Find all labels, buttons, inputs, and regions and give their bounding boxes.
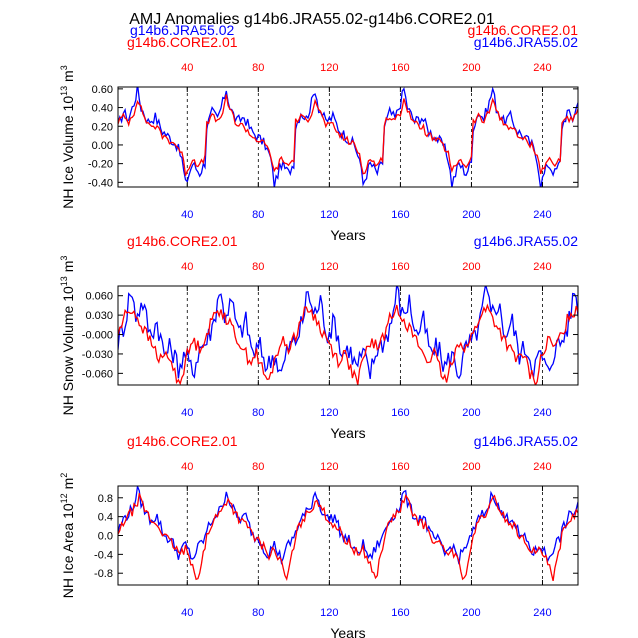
xtick-label-top: 120 bbox=[320, 461, 338, 473]
legend-label-jra-top-left: g14b6.JRA55.02 bbox=[130, 22, 235, 38]
xtick-label-top: 160 bbox=[391, 62, 409, 74]
panels-group: -0.40-0.200.000.200.400.6040408080120120… bbox=[59, 22, 579, 638]
series-line bbox=[118, 493, 578, 582]
y-label-unit: m bbox=[60, 70, 76, 86]
y-label-unit-exponent: 3 bbox=[59, 65, 69, 70]
y-label-unit: m bbox=[60, 261, 76, 277]
y-label-exponent: 13 bbox=[59, 86, 69, 96]
ytick-label: -0.030 bbox=[82, 349, 113, 361]
ytick-label: -0.20 bbox=[88, 159, 113, 171]
legend-label-core-left: g14b6.CORE2.01 bbox=[127, 34, 238, 50]
xtick-label-bottom: 240 bbox=[533, 209, 551, 221]
ytick-label: 0.20 bbox=[92, 121, 113, 133]
xtick-label-bottom: 240 bbox=[533, 607, 551, 619]
plot-frame bbox=[117, 285, 579, 386]
legend-label-jra-right: g14b6.JRA55.02 bbox=[474, 34, 579, 50]
xtick-label-top: 40 bbox=[181, 62, 193, 74]
xtick-label-bottom: 40 bbox=[181, 407, 193, 419]
y-axis-label: NH Ice Area 1012 m2 bbox=[59, 473, 76, 599]
series-line bbox=[118, 286, 578, 380]
xtick-label-top: 200 bbox=[462, 261, 480, 273]
legend-label-core-top-right: g14b6.CORE2.01 bbox=[467, 22, 578, 38]
y-label-main: NH Ice Area 10 bbox=[60, 503, 76, 598]
ytick-label: 0.030 bbox=[85, 310, 113, 322]
xtick-label-top: 40 bbox=[181, 461, 193, 473]
ytick-label: 0.60 bbox=[92, 84, 113, 96]
series-line bbox=[118, 303, 578, 385]
xtick-label-bottom: 80 bbox=[252, 607, 264, 619]
xtick-label-top: 160 bbox=[391, 461, 409, 473]
xtick-label-top: 120 bbox=[320, 261, 338, 273]
series-line bbox=[118, 486, 578, 565]
xtick-label-top: 160 bbox=[391, 261, 409, 273]
xtick-label-bottom: 40 bbox=[181, 209, 193, 221]
ytick-label: -0.000 bbox=[82, 330, 113, 342]
ytick-label: 0.060 bbox=[85, 291, 113, 303]
xtick-label-top: 240 bbox=[533, 461, 551, 473]
chart-panel: -0.060 -0.030 -0.000 0.030 0.060 40 40 80 80 120 1… bbox=[59, 233, 579, 441]
xtick-label-top: 40 bbox=[181, 261, 193, 273]
y-label-unit-exponent: 3 bbox=[59, 256, 69, 261]
figure-title: AMJ Anomalies g14b6.JRA55.02-g14b6.CORE2… bbox=[129, 11, 495, 28]
xtick-label-top: 80 bbox=[252, 461, 264, 473]
xtick-label-top: 200 bbox=[462, 461, 480, 473]
y-axis-label: NH Ice Volume 1013 m3 bbox=[59, 65, 76, 208]
x-axis-label: Years bbox=[330, 227, 365, 243]
xtick-label-top: 120 bbox=[320, 62, 338, 74]
y-label-unit-exponent: 2 bbox=[59, 473, 69, 478]
legend-label-core-left: g14b6.CORE2.01 bbox=[127, 433, 238, 449]
chart-panel: -0.40 -0.20 0.00 0.20 0.40 0.60 40 40 80 80 120 120… bbox=[59, 22, 579, 243]
xtick-label-top: 240 bbox=[533, 261, 551, 273]
xtick-label-bottom: 120 bbox=[320, 209, 338, 221]
xtick-label-bottom: 200 bbox=[462, 209, 480, 221]
ytick-label: -0.4 bbox=[94, 549, 113, 561]
xtick-label-bottom: 200 bbox=[462, 407, 480, 419]
xtick-label-top: 80 bbox=[252, 261, 264, 273]
ytick-label: 0.40 bbox=[92, 103, 113, 115]
x-axis-label: Years bbox=[330, 425, 365, 441]
y-label-exponent: 12 bbox=[59, 493, 69, 503]
y-label-unit: m bbox=[60, 478, 76, 494]
ytick-label: -0.060 bbox=[82, 368, 113, 380]
y-label-main: NH Ice Volume 10 bbox=[60, 96, 76, 209]
xtick-label-top: 80 bbox=[252, 62, 264, 74]
legend-label-jra-right: g14b6.JRA55.02 bbox=[474, 433, 579, 449]
x-axis-label: Years bbox=[330, 625, 365, 638]
xtick-label-bottom: 160 bbox=[391, 607, 409, 619]
y-label-main: NH Snow Volume 10 bbox=[60, 286, 76, 415]
ytick-label: -0.8 bbox=[94, 568, 113, 580]
xtick-label-top: 200 bbox=[462, 62, 480, 74]
xtick-label-bottom: 80 bbox=[252, 209, 264, 221]
ytick-label: 0.4 bbox=[98, 512, 113, 524]
ytick-label: 0.8 bbox=[98, 493, 113, 505]
xtick-label-bottom: 120 bbox=[320, 407, 338, 419]
xtick-label-bottom: 40 bbox=[181, 607, 193, 619]
plot-frame bbox=[117, 86, 579, 188]
xtick-label-top: 240 bbox=[533, 62, 551, 74]
xtick-label-bottom: 80 bbox=[252, 407, 264, 419]
xtick-label-bottom: 240 bbox=[533, 407, 551, 419]
legend-label-jra-right: g14b6.JRA55.02 bbox=[474, 233, 579, 249]
ytick-label: -0.40 bbox=[88, 177, 113, 189]
xtick-label-bottom: 160 bbox=[391, 407, 409, 419]
xtick-label-bottom: 120 bbox=[320, 607, 338, 619]
ytick-label: 0.00 bbox=[92, 140, 113, 152]
legend-label-core-left: g14b6.CORE2.01 bbox=[127, 233, 238, 249]
chart-panel: -0.8 -0.4 0.0 0.4 0.8 40 40 80 80 120 120 160 160 200… bbox=[59, 433, 579, 638]
xtick-label-bottom: 160 bbox=[391, 209, 409, 221]
y-label-exponent: 13 bbox=[59, 276, 69, 286]
ytick-label: 0.0 bbox=[98, 531, 113, 543]
series-line bbox=[118, 94, 578, 176]
y-axis-label: NH Snow Volume 1013 m3 bbox=[59, 256, 76, 416]
xtick-label-bottom: 200 bbox=[462, 607, 480, 619]
